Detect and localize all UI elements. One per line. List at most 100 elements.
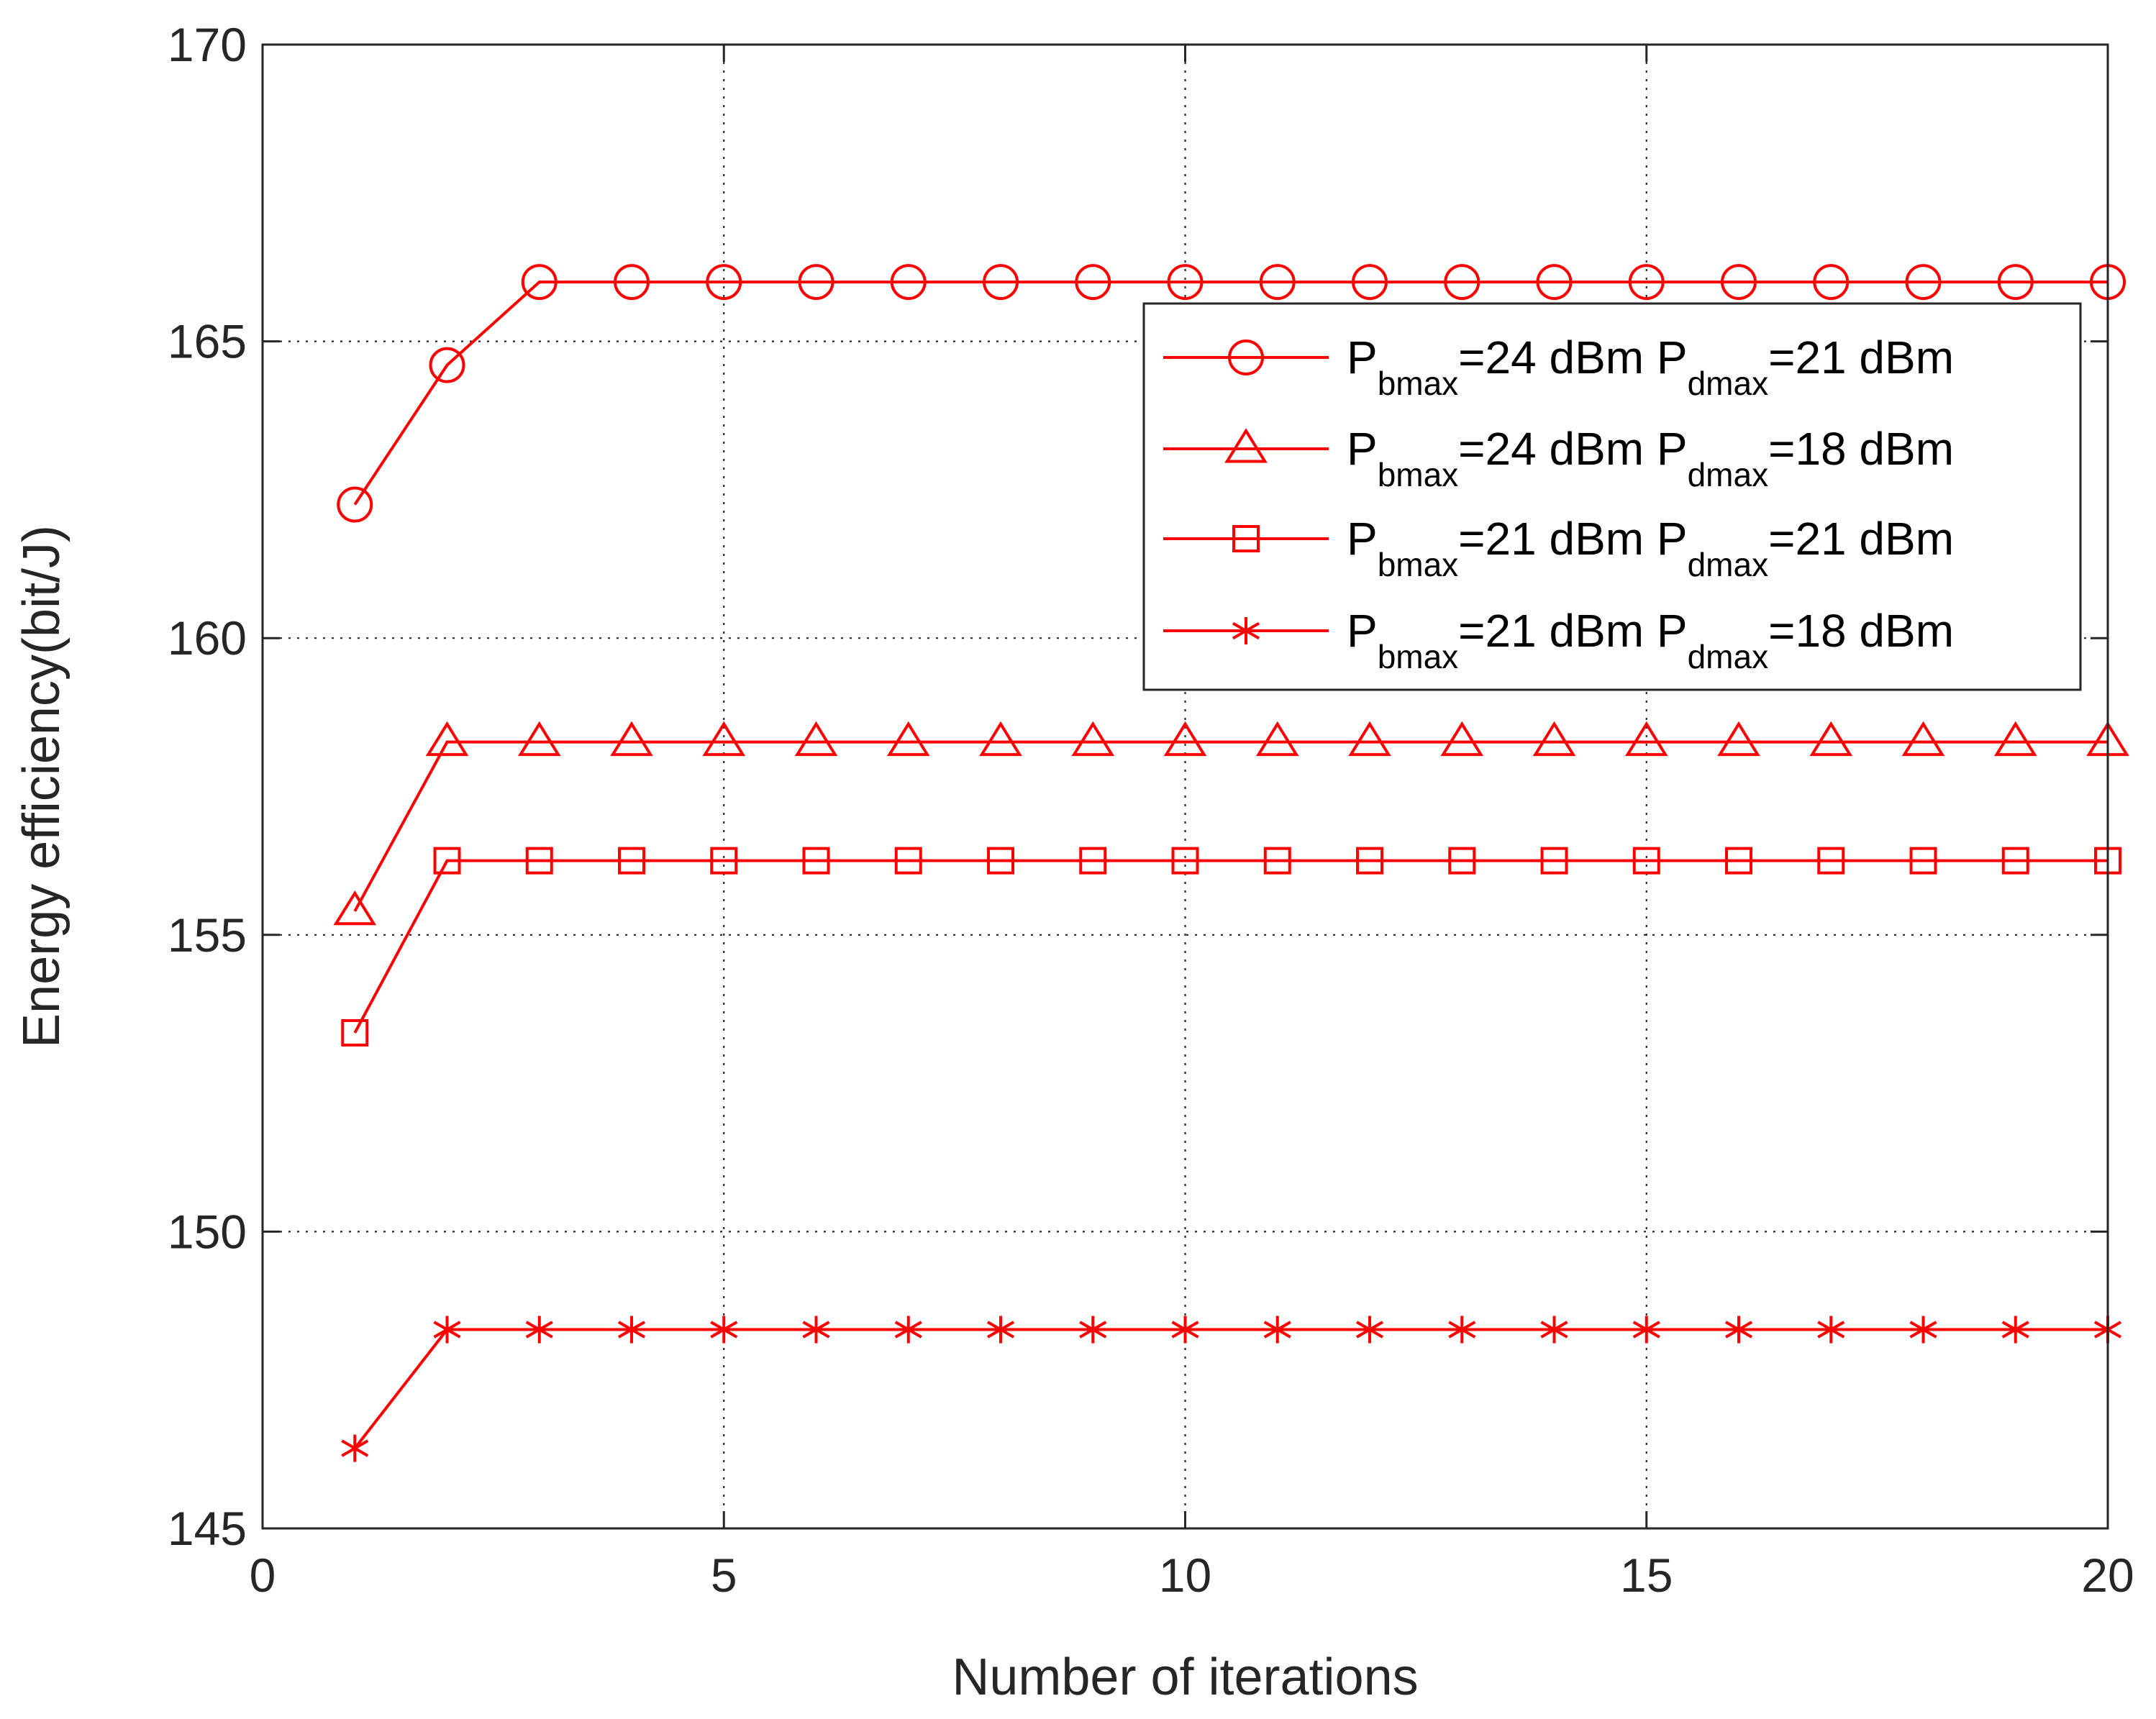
circle-marker [983, 264, 1019, 301]
y-tick-label: 145 [168, 1502, 247, 1555]
series-layer [333, 264, 2129, 1462]
square-marker [433, 847, 461, 875]
series-line [353, 740, 2108, 912]
legend-box [1142, 302, 2082, 691]
triangle-marker [702, 721, 746, 757]
y-tick-label: 160 [168, 611, 247, 665]
y-tick-label: 170 [168, 18, 247, 71]
triangle-marker [1624, 721, 1668, 757]
triangle-marker [517, 721, 561, 757]
asterisk-marker [617, 1316, 646, 1344]
triangle-marker [1993, 721, 2037, 757]
asterisk-marker [525, 1316, 553, 1344]
tick-labels: 0 5 10 15 20 145 150 155 160 165 170 [168, 18, 2134, 1602]
square-marker [1725, 847, 1752, 875]
square-marker [1817, 847, 1845, 875]
circle-marker [706, 264, 742, 301]
circle-marker [890, 264, 927, 301]
x-tick-label: 5 [711, 1549, 737, 1602]
square-marker [1263, 847, 1291, 875]
circle-marker [1628, 264, 1665, 301]
triangle-marker [1348, 721, 1391, 757]
series-square [341, 847, 2121, 1047]
series-circle [337, 264, 2126, 523]
asterisk-marker [1355, 1316, 1384, 1344]
square-marker [802, 847, 830, 875]
asterisk-marker [2001, 1316, 2029, 1344]
asterisk-marker [1079, 1316, 1107, 1344]
circle-marker [798, 264, 834, 301]
circle-marker [1997, 264, 2034, 301]
circle-marker [1075, 264, 1111, 301]
ticks [261, 43, 2109, 1530]
circle-marker [1228, 339, 1264, 375]
square-marker [894, 847, 922, 875]
asterisk-marker [1909, 1316, 1937, 1344]
triangle-marker [1255, 721, 1299, 757]
square-marker [525, 847, 553, 875]
x-tick-label: 10 [1159, 1549, 1211, 1602]
triangle-marker [425, 721, 469, 757]
triangle-marker [979, 721, 1022, 757]
square-marker [1632, 847, 1660, 875]
circle-marker [1536, 264, 1573, 301]
square-marker [618, 847, 645, 875]
asterisk-marker [986, 1316, 1015, 1344]
y-axis-label: Energy efficiency(bit/J) [13, 525, 70, 1048]
square-marker [1909, 847, 1937, 875]
circle-marker [337, 486, 373, 523]
asterisk-marker [433, 1316, 461, 1344]
triangle-marker [1224, 428, 1268, 463]
square-marker [1232, 525, 1260, 552]
triangle-marker [1809, 721, 1853, 757]
asterisk-marker [1724, 1316, 1753, 1344]
series-line [353, 1328, 2108, 1449]
triangle-marker [333, 890, 377, 926]
circle-marker [614, 264, 650, 301]
square-marker [341, 1018, 369, 1047]
triangle-marker [1901, 721, 1945, 757]
triangle-marker [1440, 721, 1484, 757]
legend-label: Pbmax=21 dBm Pdmax=18 dBm [1347, 605, 1954, 675]
triangle-marker [1717, 721, 1760, 757]
legend-item: Pbmax=21 dBm Pdmax=18 dBm [1163, 605, 1954, 675]
circle-marker [1905, 264, 1942, 301]
asterisk-marker [1817, 1316, 1845, 1344]
square-marker [1079, 847, 1107, 875]
asterisk-marker [894, 1316, 922, 1344]
square-marker [1448, 847, 1476, 875]
y-tick-label: 150 [168, 1205, 247, 1258]
asterisk-marker [1263, 1316, 1291, 1344]
square-marker [1356, 847, 1383, 875]
x-tick-label: 0 [250, 1549, 276, 1602]
triangle-marker [1532, 721, 1576, 757]
y-tick-label: 155 [168, 908, 247, 962]
circle-marker [1813, 264, 1850, 301]
asterisk-marker [341, 1434, 369, 1462]
asterisk-marker [1540, 1316, 1568, 1344]
asterisk-marker [802, 1316, 830, 1344]
square-marker [1540, 847, 1568, 875]
legend-item: Pbmax=24 dBm Pdmax=18 dBm [1163, 423, 1954, 493]
x-tick-label: 15 [1620, 1549, 1673, 1602]
triangle-marker [886, 721, 930, 757]
square-marker [710, 847, 738, 875]
triangle-marker [610, 721, 653, 757]
triangle-marker [1071, 721, 1115, 757]
legend-label: Pbmax=21 dBm Pdmax=21 dBm [1347, 513, 1954, 583]
triangle-marker [1163, 721, 1207, 757]
legend-label: Pbmax=24 dBm Pdmax=18 dBm [1347, 423, 1954, 493]
asterisk-marker [710, 1316, 738, 1344]
circle-marker [429, 347, 465, 383]
y-tick-label: 165 [168, 315, 247, 368]
asterisk-marker [1632, 1316, 1660, 1344]
circle-marker [1721, 264, 1757, 301]
asterisk-marker [1448, 1316, 1476, 1344]
square-marker [987, 847, 1014, 875]
series-line [353, 859, 2108, 1034]
series-triangle [333, 721, 2129, 926]
circle-marker [1167, 264, 1204, 301]
x-tick-label: 20 [2081, 1549, 2134, 1602]
square-marker [2001, 847, 2029, 875]
